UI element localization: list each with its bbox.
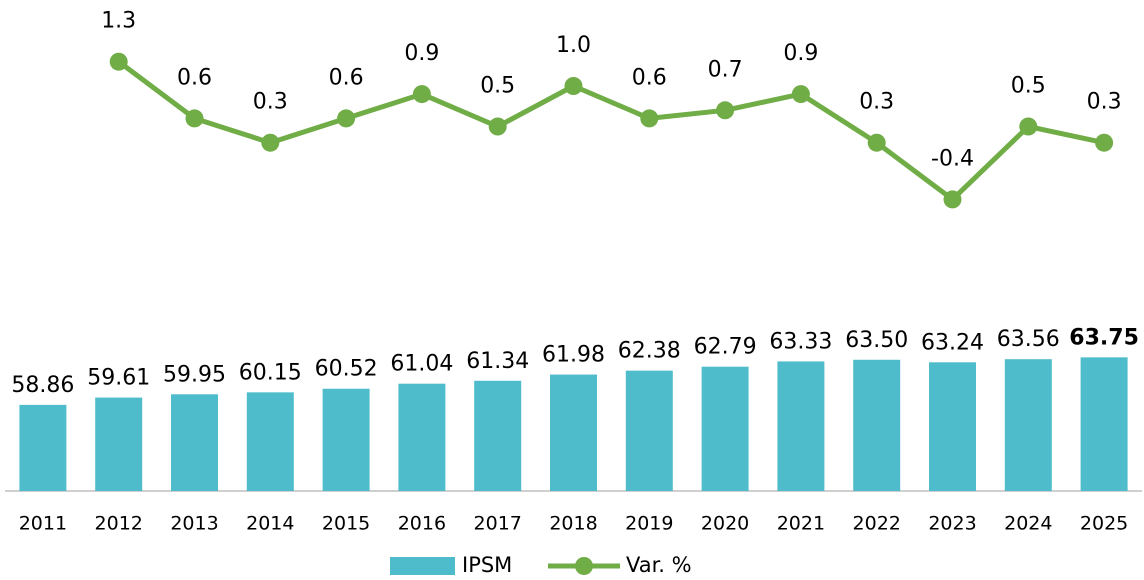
x-tick-label: 2017 xyxy=(474,513,522,535)
data-label: 0.6 xyxy=(632,65,667,90)
data-label: 0.9 xyxy=(404,41,439,66)
data-label: 0.3 xyxy=(1087,90,1122,115)
legend-label: IPSM xyxy=(462,553,512,577)
data-label: 60.15 xyxy=(239,360,302,385)
bar xyxy=(171,394,218,491)
data-label: 63.24 xyxy=(921,330,984,355)
line-marker xyxy=(109,52,128,71)
data-label: 0.6 xyxy=(177,65,212,90)
line-marker xyxy=(185,109,204,128)
data-label: 0.9 xyxy=(783,41,818,66)
line-marker xyxy=(943,190,962,209)
data-label: -0.4 xyxy=(931,146,974,171)
bar xyxy=(1004,359,1052,491)
line xyxy=(117,59,1105,202)
data-label: 63.50 xyxy=(845,328,908,353)
data-label: 0.3 xyxy=(253,90,288,115)
data-label: 0.7 xyxy=(708,57,743,82)
legend-swatch xyxy=(390,557,455,575)
x-tick-label: 2019 xyxy=(625,513,673,535)
bar xyxy=(625,370,673,491)
data-label: 0.6 xyxy=(329,65,364,90)
bar xyxy=(19,404,67,491)
data-label: 62.79 xyxy=(694,335,757,360)
bar xyxy=(322,388,370,491)
x-tick-label: 2011 xyxy=(19,513,67,535)
data-label: 59.61 xyxy=(87,366,150,391)
data-label: 0.5 xyxy=(1011,74,1046,99)
line-marker xyxy=(337,109,356,128)
line-marker xyxy=(564,77,583,95)
bar xyxy=(246,392,294,491)
data-label: 62.38 xyxy=(618,339,681,364)
data-label: 63.33 xyxy=(769,329,832,354)
data-label: 63.56 xyxy=(997,327,1060,352)
line-marker xyxy=(1019,117,1038,136)
data-label: 0.3 xyxy=(859,90,894,115)
x-tick-label: 2015 xyxy=(322,513,370,535)
data-label: 61.04 xyxy=(390,352,453,377)
data-label: 63.75 xyxy=(1069,325,1139,350)
line-marker xyxy=(640,109,659,128)
data-label: 61.98 xyxy=(542,343,605,368)
bar xyxy=(398,383,446,491)
x-tick-label: 2023 xyxy=(928,513,976,535)
data-label: 61.34 xyxy=(466,349,529,374)
line-marker xyxy=(488,117,507,136)
bar xyxy=(853,359,901,491)
x-tick-label: 2022 xyxy=(853,513,901,535)
line-marker xyxy=(261,133,280,152)
data-label: 60.52 xyxy=(315,357,378,382)
data-label: 1.0 xyxy=(556,33,591,58)
line-marker xyxy=(1095,133,1114,152)
x-tick-label: 2012 xyxy=(95,513,143,535)
line-marker xyxy=(412,85,431,104)
data-label: 0.5 xyxy=(480,74,515,99)
bar xyxy=(474,380,522,491)
x-tick-label: 2013 xyxy=(170,513,218,535)
x-tick-label: 2016 xyxy=(398,513,446,535)
x-tick-label: 2025 xyxy=(1080,513,1128,535)
line-marker xyxy=(791,85,810,104)
data-label: 59.95 xyxy=(163,362,226,387)
bar xyxy=(1080,357,1128,491)
line-marker xyxy=(867,133,886,152)
x-tick-label: 2018 xyxy=(549,513,597,535)
x-tick-label: 2014 xyxy=(246,513,294,535)
legend-label: Var. % xyxy=(626,553,692,577)
bar xyxy=(95,397,143,491)
data-label: 1.3 xyxy=(101,9,136,34)
bar xyxy=(777,361,825,491)
bar xyxy=(550,374,597,491)
data-label: 58.86 xyxy=(11,373,74,398)
x-tick-label: 2024 xyxy=(1004,513,1052,535)
bar xyxy=(701,366,749,491)
legend-swatch xyxy=(575,557,593,575)
line-marker xyxy=(716,101,735,120)
bar xyxy=(929,362,976,491)
x-tick-label: 2021 xyxy=(777,513,825,535)
x-tick-label: 2020 xyxy=(701,513,749,535)
